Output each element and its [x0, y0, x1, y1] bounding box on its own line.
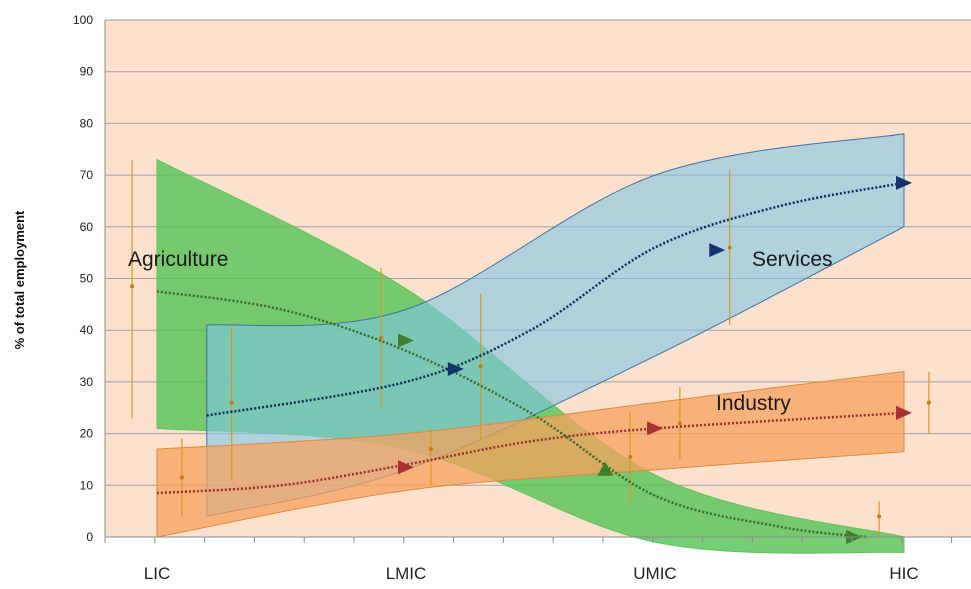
error-bar-point: [428, 447, 433, 452]
axes: [104, 20, 971, 543]
services-trend-line: [206, 181, 905, 417]
industry-label: Industry: [716, 392, 791, 415]
industry-trend-arrow: [398, 460, 414, 475]
error-bars: [130, 159, 931, 537]
trend-lines: [156, 181, 905, 539]
y-tick-label: 30: [80, 375, 94, 389]
agriculture-label: Agriculture: [128, 248, 228, 271]
y-tick-label: 0: [86, 530, 93, 544]
services-trend-arrow: [709, 243, 726, 258]
error-bar-point: [877, 514, 882, 519]
services-label: Services: [752, 248, 833, 271]
y-tick-label: 10: [80, 478, 94, 492]
x-tick-labels: LIC LMIC UMIC HIC: [144, 564, 919, 583]
error-bar-point: [229, 400, 234, 405]
y-tick-label: 60: [80, 220, 94, 234]
y-axis-label: % of total employment: [12, 210, 27, 349]
agriculture-trend-arrow: [597, 461, 614, 476]
error-bar-point: [926, 400, 931, 405]
y-tick-label: 90: [80, 65, 94, 79]
trend-arrows: [398, 175, 912, 544]
error-bar-point: [379, 335, 384, 340]
industry-trend-line: [156, 411, 905, 495]
industry-trend-arrow: [896, 405, 912, 420]
y-tick-label: 20: [80, 427, 94, 441]
services-trend-arrow: [896, 175, 912, 190]
x-tick-label: HIC: [889, 564, 918, 583]
y-tick-label: 40: [80, 323, 94, 337]
error-bar-point: [179, 475, 184, 480]
services-trend-arrow: [447, 361, 464, 376]
x-tick-label: UMIC: [633, 564, 676, 583]
error-bar-point: [677, 421, 682, 426]
x-tick-label: LMIC: [386, 564, 427, 583]
y-tick-labels: 0 10 20 30 40 50 60 70 80 90 100: [73, 13, 93, 544]
error-bar-point: [628, 454, 633, 459]
y-tick-label: 70: [80, 168, 94, 182]
industry-band: [156, 370, 905, 538]
error-bar-point: [727, 245, 732, 250]
error-bar-point: [478, 364, 483, 369]
error-bar-point: [130, 284, 135, 289]
agriculture-trend-line: [156, 290, 867, 539]
industry-trend-arrow: [647, 421, 663, 436]
x-tick-label: LIC: [144, 564, 170, 583]
agriculture-trend-arrow: [398, 333, 414, 348]
y-tick-label: 100: [73, 13, 93, 27]
y-tick-label: 80: [80, 116, 94, 130]
y-tick-label: 50: [80, 272, 94, 286]
